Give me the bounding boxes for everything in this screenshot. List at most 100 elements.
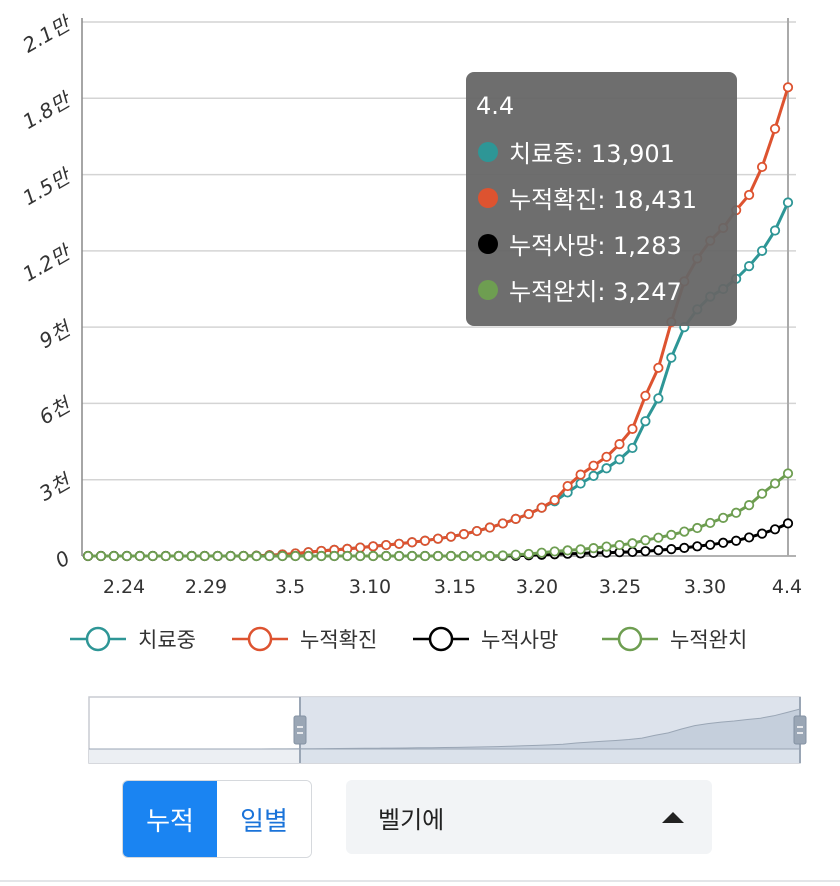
- legend[interactable]: 치료중 누적확진 누적사망 누적완치: [70, 626, 747, 652]
- data-point[interactable]: [316, 550, 327, 562]
- data-point[interactable]: [627, 546, 638, 558]
- cumulative-button[interactable]: 누적: [123, 781, 217, 857]
- data-point[interactable]: [225, 550, 236, 562]
- navigator-right-handle[interactable]: [793, 715, 807, 745]
- data-point[interactable]: [186, 550, 197, 562]
- data-point[interactable]: [575, 544, 586, 555]
- data-point[interactable]: [756, 528, 768, 539]
- data-point[interactable]: [368, 550, 379, 562]
- data-point[interactable]: [458, 550, 470, 562]
- data-point[interactable]: [536, 502, 547, 513]
- data-point[interactable]: [575, 469, 586, 480]
- data-point[interactable]: [82, 550, 94, 562]
- data-point[interactable]: [769, 225, 781, 236]
- data-point[interactable]: [705, 539, 716, 550]
- data-point[interactable]: [640, 390, 651, 401]
- data-point[interactable]: [614, 454, 625, 465]
- data-point[interactable]: [368, 541, 379, 552]
- data-point[interactable]: [108, 550, 120, 562]
- data-point[interactable]: [782, 197, 794, 208]
- data-point[interactable]: [471, 525, 482, 537]
- data-point[interactable]: [705, 517, 716, 529]
- data-point[interactable]: [562, 480, 573, 492]
- data-point[interactable]: [588, 543, 599, 554]
- data-point[interactable]: [653, 545, 664, 556]
- data-point[interactable]: [458, 529, 470, 540]
- data-point[interactable]: [679, 542, 690, 553]
- cumulative-daily-toggle[interactable]: 누적 일별: [122, 780, 312, 858]
- data-point[interactable]: [666, 352, 677, 363]
- data-point[interactable]: [549, 494, 560, 506]
- data-point[interactable]: [471, 550, 482, 562]
- data-point[interactable]: [718, 512, 729, 523]
- data-point[interactable]: [394, 550, 405, 562]
- data-point[interactable]: [744, 261, 755, 272]
- data-point[interactable]: [497, 518, 508, 529]
- data-point[interactable]: [355, 542, 366, 553]
- data-point[interactable]: [653, 393, 664, 404]
- data-point[interactable]: [653, 362, 664, 373]
- data-point[interactable]: [640, 535, 651, 546]
- data-point[interactable]: [406, 550, 418, 562]
- data-point[interactable]: [588, 470, 599, 481]
- data-point[interactable]: [549, 546, 560, 557]
- handle-grip[interactable]: [793, 715, 807, 745]
- data-point[interactable]: [121, 550, 132, 562]
- data-point[interactable]: [718, 537, 729, 548]
- data-point[interactable]: [679, 526, 690, 537]
- data-point[interactable]: [432, 533, 444, 544]
- data-point[interactable]: [497, 550, 508, 561]
- data-point[interactable]: [199, 550, 210, 562]
- data-point[interactable]: [744, 189, 755, 201]
- data-point[interactable]: [627, 538, 638, 549]
- legend-item[interactable]: 누적완치: [602, 626, 747, 652]
- data-point[interactable]: [666, 529, 677, 540]
- data-point[interactable]: [627, 442, 638, 454]
- data-point[interactable]: [562, 545, 573, 556]
- data-point[interactable]: [666, 544, 677, 555]
- data-point[interactable]: [731, 535, 742, 546]
- data-point[interactable]: [277, 550, 288, 562]
- data-point[interactable]: [692, 522, 703, 534]
- data-point[interactable]: [445, 550, 457, 562]
- data-point[interactable]: [523, 548, 534, 560]
- data-point[interactable]: [432, 550, 444, 562]
- data-point[interactable]: [769, 524, 781, 535]
- data-point[interactable]: [614, 539, 625, 551]
- handle-grip[interactable]: [293, 715, 307, 745]
- legend-item[interactable]: 누적확진: [232, 626, 377, 652]
- data-point[interactable]: [134, 550, 145, 562]
- data-point[interactable]: [523, 508, 534, 520]
- data-point[interactable]: [769, 478, 781, 489]
- data-point[interactable]: [160, 550, 171, 562]
- data-point[interactable]: [744, 532, 755, 543]
- series-lines[interactable]: [82, 82, 794, 562]
- data-point[interactable]: [212, 550, 223, 562]
- data-point[interactable]: [303, 550, 314, 562]
- data-point[interactable]: [484, 522, 495, 533]
- data-point[interactable]: [381, 550, 392, 562]
- data-point[interactable]: [510, 513, 521, 524]
- data-point[interactable]: [601, 463, 612, 474]
- data-point[interactable]: [627, 423, 638, 434]
- data-point[interactable]: [238, 550, 249, 562]
- data-point[interactable]: [355, 550, 366, 562]
- data-point[interactable]: [640, 546, 651, 557]
- data-point[interactable]: [756, 161, 768, 173]
- data-point[interactable]: [782, 82, 794, 93]
- data-point[interactable]: [406, 537, 418, 548]
- data-point[interactable]: [290, 550, 301, 562]
- region-select[interactable]: 벨기에: [346, 780, 712, 854]
- data-point[interactable]: [510, 549, 521, 560]
- series-3[interactable]: [82, 468, 794, 562]
- data-point[interactable]: [342, 550, 353, 562]
- data-point[interactable]: [419, 550, 431, 562]
- data-point[interactable]: [484, 550, 495, 562]
- data-point[interactable]: [445, 531, 457, 542]
- data-point[interactable]: [769, 123, 781, 134]
- daily-button[interactable]: 일별: [217, 781, 311, 857]
- data-point[interactable]: [756, 245, 768, 256]
- data-point[interactable]: [575, 478, 586, 489]
- data-point[interactable]: [95, 550, 107, 562]
- data-point[interactable]: [744, 500, 755, 511]
